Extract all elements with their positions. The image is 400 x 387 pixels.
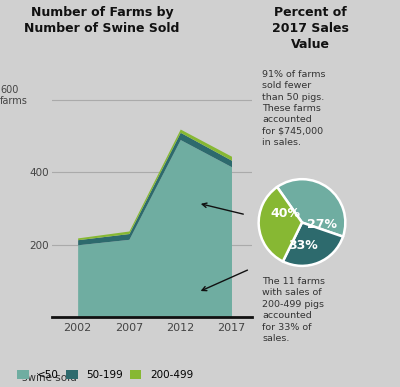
Text: 91% of farms
sold fewer
than 50 pigs.
These farms
accounted
for $745,000
in sale: 91% of farms sold fewer than 50 pigs. Th… <box>262 70 326 147</box>
Text: 27%: 27% <box>306 218 336 231</box>
Wedge shape <box>259 187 302 261</box>
Text: 33%: 33% <box>288 238 318 252</box>
Text: swine sold: swine sold <box>22 373 77 383</box>
Text: The 11 farms
with sales of
200-499 pigs
accounted
for 33% of
sales.: The 11 farms with sales of 200-499 pigs … <box>262 277 325 343</box>
Text: 600
farms: 600 farms <box>0 85 28 106</box>
Text: 40%: 40% <box>270 207 300 220</box>
Wedge shape <box>283 223 343 266</box>
Legend: <50, 50-199, 200-499: <50, 50-199, 200-499 <box>17 370 193 380</box>
Text: Number of Farms by
Number of Swine Sold: Number of Farms by Number of Swine Sold <box>24 6 180 35</box>
Text: Percent of
2017 Sales
Value: Percent of 2017 Sales Value <box>272 6 348 51</box>
Wedge shape <box>277 179 345 236</box>
